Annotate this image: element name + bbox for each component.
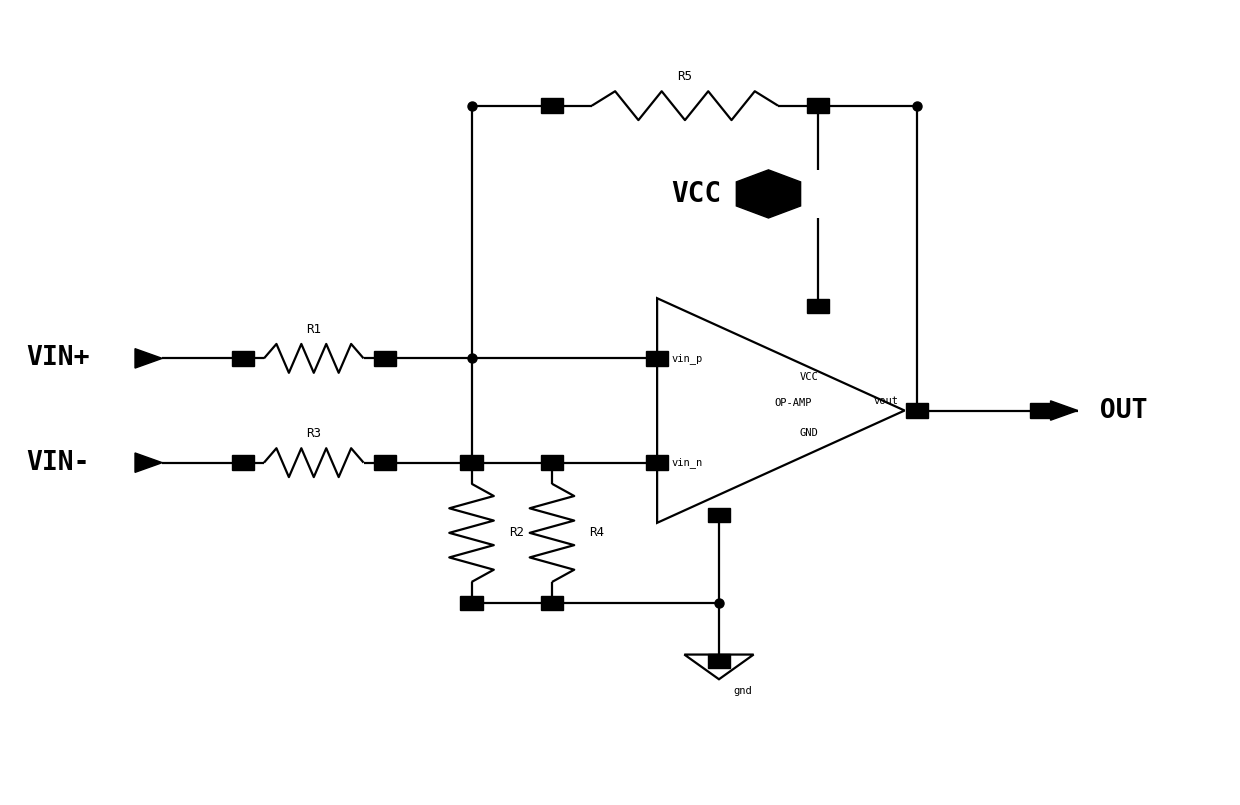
Polygon shape bbox=[541, 98, 563, 113]
Text: vout: vout bbox=[873, 396, 898, 406]
Polygon shape bbox=[373, 456, 396, 470]
Polygon shape bbox=[905, 403, 928, 418]
Polygon shape bbox=[541, 596, 563, 610]
Polygon shape bbox=[541, 456, 563, 470]
Text: vin_n: vin_n bbox=[672, 457, 703, 469]
Polygon shape bbox=[807, 98, 830, 113]
Polygon shape bbox=[646, 456, 668, 470]
Polygon shape bbox=[708, 508, 730, 522]
Text: GND: GND bbox=[800, 428, 818, 438]
Text: OP-AMP: OP-AMP bbox=[775, 398, 812, 407]
Polygon shape bbox=[1050, 401, 1078, 420]
Text: VCC: VCC bbox=[800, 372, 818, 382]
Text: R2: R2 bbox=[508, 526, 523, 539]
Polygon shape bbox=[135, 349, 162, 368]
Text: R5: R5 bbox=[677, 70, 692, 83]
Text: gnd: gnd bbox=[734, 686, 753, 696]
Polygon shape bbox=[460, 456, 482, 470]
Polygon shape bbox=[373, 351, 396, 365]
Text: VIN-: VIN- bbox=[26, 450, 89, 476]
Text: R4: R4 bbox=[589, 526, 604, 539]
Polygon shape bbox=[807, 299, 830, 313]
Polygon shape bbox=[135, 453, 162, 473]
Text: R3: R3 bbox=[306, 427, 321, 440]
Text: VIN+: VIN+ bbox=[26, 345, 89, 371]
Polygon shape bbox=[737, 170, 801, 218]
Polygon shape bbox=[708, 654, 730, 668]
Text: VCC: VCC bbox=[671, 180, 722, 208]
Polygon shape bbox=[232, 456, 254, 470]
Text: R1: R1 bbox=[306, 323, 321, 336]
Polygon shape bbox=[1029, 403, 1052, 418]
Text: OUT: OUT bbox=[1084, 398, 1147, 423]
Polygon shape bbox=[232, 351, 254, 365]
Text: vin_p: vin_p bbox=[672, 353, 703, 364]
Polygon shape bbox=[646, 351, 668, 365]
Polygon shape bbox=[460, 596, 482, 610]
